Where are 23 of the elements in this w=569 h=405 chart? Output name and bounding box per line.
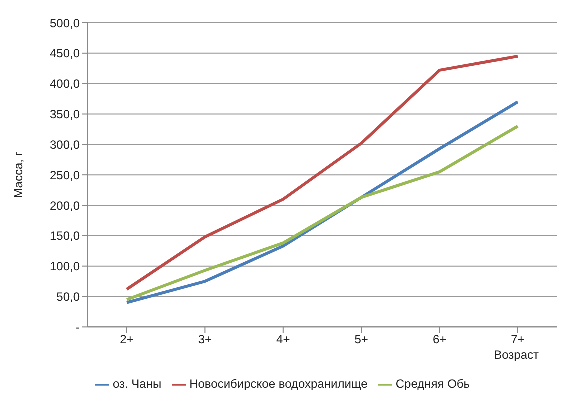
x-tick-label: 2+ xyxy=(120,332,134,347)
legend-label: Средняя Обь xyxy=(396,377,470,392)
x-axis-title: Возраст xyxy=(494,348,540,362)
x-tick-label: 4+ xyxy=(276,332,290,347)
x-tick-label: 3+ xyxy=(198,332,212,347)
x-tick-label: 5+ xyxy=(354,332,368,347)
y-tick-label: 200,0 xyxy=(50,198,80,213)
y-tick-label: 450,0 xyxy=(50,46,80,61)
legend-label: оз. Чаны xyxy=(112,377,162,392)
y-tick-label: 150,0 xyxy=(50,229,80,244)
y-tick-label: 400,0 xyxy=(50,77,80,92)
y-axis-title: Масса, г xyxy=(11,151,26,198)
y-tick-label: 500,0 xyxy=(50,16,80,30)
y-tick-label: - xyxy=(76,320,80,334)
y-tick-label: 350,0 xyxy=(50,108,80,122)
x-tick-label: 7+ xyxy=(511,332,525,347)
x-tick-label: 6+ xyxy=(432,332,447,347)
line-series xyxy=(126,54,520,291)
y-tick-label: 250,0 xyxy=(50,168,80,182)
legend-label: Новосибирское водохранилище xyxy=(190,377,368,392)
y-tick-label: 50,0 xyxy=(56,290,80,304)
y-tick-label: 100,0 xyxy=(50,260,80,274)
y-tick-label: 300,0 xyxy=(50,138,80,152)
